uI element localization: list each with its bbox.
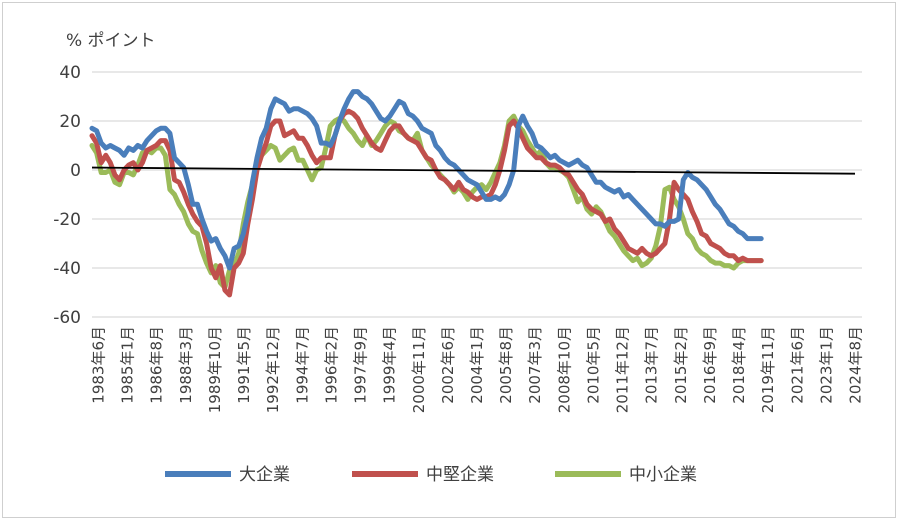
x-tick-label: 2015年2月 <box>672 326 690 404</box>
legend-label: 大企業 <box>239 465 290 485</box>
x-tick-label: 1985年1月 <box>119 326 137 404</box>
legend-label: 中堅企業 <box>426 465 494 485</box>
x-tick-label: 1988年3月 <box>177 326 195 404</box>
x-tick-label: 2005年8月 <box>497 326 515 404</box>
x-tick-label: 2016年9月 <box>701 326 719 404</box>
x-tick-label: 2008年10月 <box>555 326 573 413</box>
y-tick-label: 0 <box>70 161 81 181</box>
x-tick-label: 1997年9月 <box>352 326 370 404</box>
x-tick-label: 2024年8月 <box>847 326 865 404</box>
x-tick-label: 1999年4月 <box>381 326 399 404</box>
y-axis-ticks: 40 20 0 -20 -40 -60 <box>53 63 81 328</box>
x-tick-label: 1992年12月 <box>264 326 282 413</box>
x-axis-ticks: 1983年6月 1985年1月 1986年8月 1988年3月 1989年10月 1991… <box>90 326 865 413</box>
grid-lines <box>92 71 862 318</box>
x-tick-label: 2000年11月 <box>410 326 428 413</box>
x-tick-label: 2010年5月 <box>584 326 602 404</box>
y-tick-label: -40 <box>53 259 81 279</box>
x-tick-label: 1996年2月 <box>322 326 340 404</box>
x-tick-label: 1989年10月 <box>206 326 224 413</box>
x-tick-label: 2019年11月 <box>759 326 777 413</box>
x-tick-label: 2021年6月 <box>788 326 806 404</box>
x-tick-label: 2018年4月 <box>730 326 748 404</box>
x-tick-label: 2013年7月 <box>643 326 661 404</box>
x-tick-label: 2002年6月 <box>439 326 457 404</box>
y-tick-label: 40 <box>59 63 81 83</box>
x-tick-label: 1994年7月 <box>293 326 311 404</box>
series-layer <box>89 89 764 298</box>
y-tick-label: 20 <box>59 112 81 132</box>
series-line <box>89 89 764 271</box>
y-unit-label: % ポイント <box>66 31 156 51</box>
y-tick-label: -60 <box>53 308 81 328</box>
legend: 大企業 中堅企業 中小企業 <box>165 465 697 485</box>
x-tick-label: 2004年1月 <box>468 326 486 404</box>
y-tick-label: -20 <box>53 210 81 230</box>
x-tick-label: 2011年12月 <box>614 326 632 413</box>
x-tick-label: 1983年6月 <box>90 326 108 404</box>
x-tick-label: 1986年8月 <box>148 326 166 404</box>
zero-baseline <box>91 166 856 175</box>
series-line <box>89 108 764 298</box>
x-tick-label: 2007年3月 <box>526 326 544 404</box>
x-tick-label: 2023年1月 <box>817 326 835 404</box>
legend-label: 中小企業 <box>629 465 697 485</box>
x-tick-label: 1991年5月 <box>235 326 253 404</box>
